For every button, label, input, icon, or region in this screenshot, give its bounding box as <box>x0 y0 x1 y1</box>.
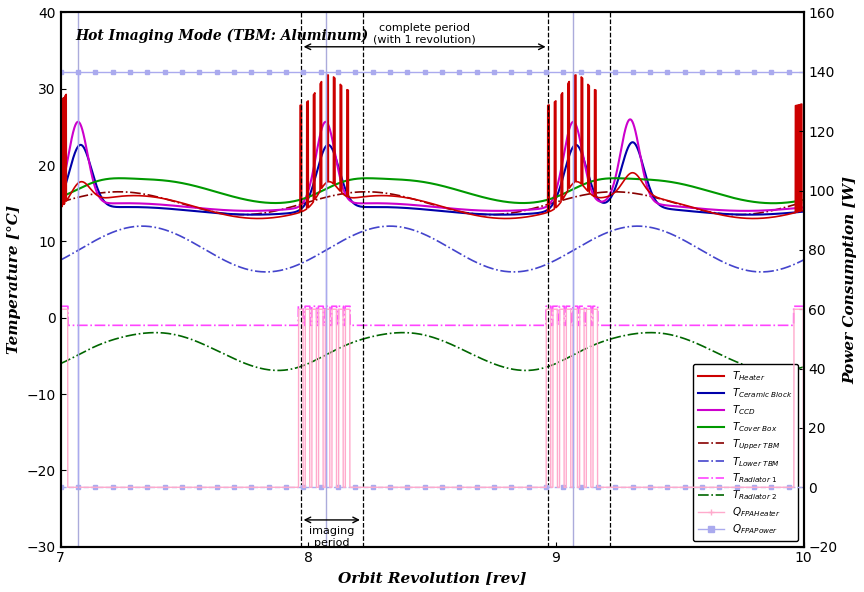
Text: Hot Imaging Mode (TBM: Aluminum): Hot Imaging Mode (TBM: Aluminum) <box>75 28 369 43</box>
Text: imaging
period: imaging period <box>309 526 354 548</box>
Text: complete period
(with 1 revolution): complete period (with 1 revolution) <box>373 23 476 44</box>
Y-axis label: Power Consumption [W]: Power Consumption [W] <box>843 175 857 384</box>
Y-axis label: Temperature [°C]: Temperature [°C] <box>7 205 21 354</box>
Legend: $T_{Heater}$, $T_{Ceramic\ Block}$, $T_{CCD}$, $T_{Cover\ Box}$, $T_{Upper\ TBM}: $T_{Heater}$, $T_{Ceramic\ Block}$, $T_{… <box>693 364 798 542</box>
X-axis label: Orbit Revolution [rev]: Orbit Revolution [rev] <box>338 571 526 585</box>
